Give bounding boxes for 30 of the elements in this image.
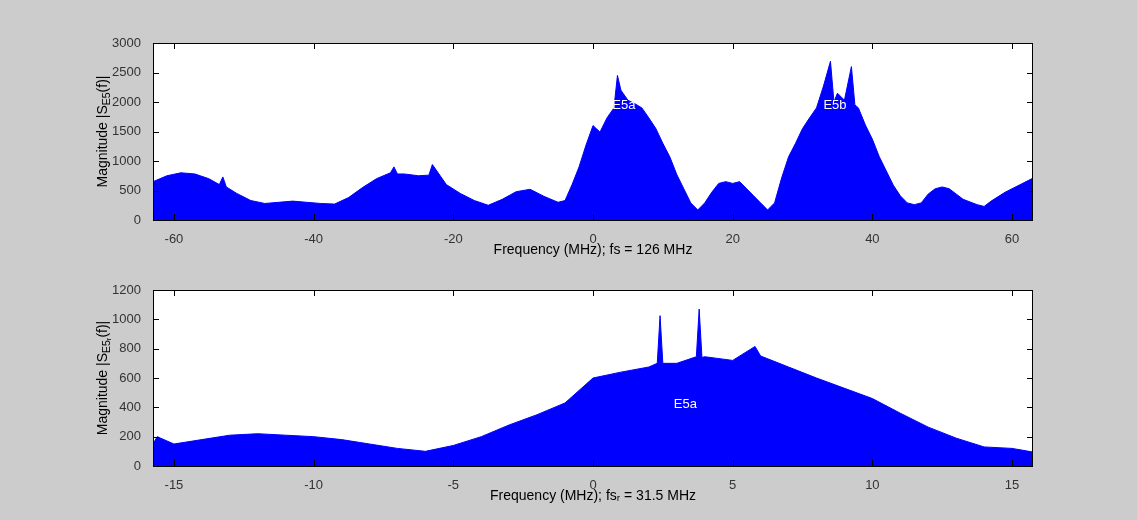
y-tick-label: 2000 [112,93,141,109]
y-tick-label: 400 [119,398,141,414]
y-tick-label: 0 [133,457,141,473]
y-axis-title: Magnitude |SE5ᵣ(f)| [93,320,113,436]
x-tick-label: 5 [729,477,737,493]
x-tick-label: 60 [1004,231,1020,247]
x-tick-label: 10 [865,477,880,493]
x-tick-label: 40 [865,231,880,247]
annotation: E5b [823,96,847,112]
x-tick-label: 15 [1004,477,1020,493]
annotation: E5a [612,96,637,112]
x-tick-label: -10 [304,477,324,493]
y-tick-label: 1000 [112,310,141,326]
y-tick-label: 2500 [112,64,141,80]
y-tick-label: 1500 [112,123,141,139]
x-tick-label: -60 [164,231,184,247]
y-tick-label: 1200 [112,281,141,297]
y-tick-label: 500 [119,182,141,198]
y-tick-label: 0 [133,211,141,227]
y-tick-label: 1000 [112,152,141,168]
x-tick-label: -20 [443,231,463,247]
x-tick-label: -15 [164,477,184,493]
y-tick-label: 600 [119,369,141,385]
annotation: E5a [673,395,698,411]
x-tick-label: 20 [725,231,740,247]
y-tick-label: 3000 [112,34,141,50]
x-tick-label: -5 [447,477,460,493]
x-tick-label: -40 [304,231,324,247]
y-tick-label: 800 [119,340,141,356]
y-tick-label: 200 [119,428,141,444]
